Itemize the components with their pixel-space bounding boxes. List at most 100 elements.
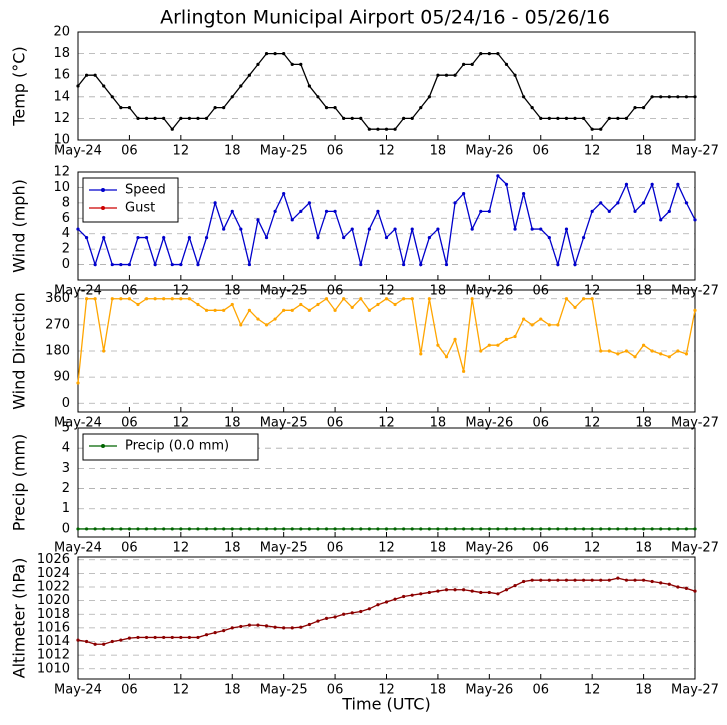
data-point bbox=[93, 642, 97, 646]
data-point bbox=[162, 635, 166, 640]
data-point bbox=[264, 527, 269, 531]
x-tick-label: 12 bbox=[584, 683, 601, 698]
data-point bbox=[170, 127, 174, 131]
data-point bbox=[573, 116, 577, 120]
data-point bbox=[247, 623, 251, 627]
x-tick-label: 06 bbox=[121, 284, 138, 299]
y-axis-label: Altimeter (hPa) bbox=[10, 558, 29, 679]
data-point bbox=[187, 116, 192, 120]
data-point bbox=[170, 527, 174, 531]
data-point bbox=[427, 297, 431, 301]
data-point bbox=[307, 308, 311, 312]
x-tick-label: 06 bbox=[327, 284, 344, 299]
y-tick-label: 0 bbox=[62, 396, 70, 411]
plot-frame bbox=[77, 171, 696, 281]
data-point bbox=[470, 227, 474, 231]
data-point bbox=[496, 592, 500, 596]
data-point bbox=[282, 52, 286, 56]
data-point bbox=[539, 317, 543, 321]
y-tick-label: 1016 bbox=[37, 620, 70, 635]
data-point bbox=[616, 116, 620, 120]
x-tick-label: May-25 bbox=[260, 683, 308, 698]
data-point bbox=[487, 527, 491, 531]
data-point bbox=[616, 352, 620, 356]
y-axis-label: Precip (mm) bbox=[10, 434, 29, 532]
data-point bbox=[196, 302, 200, 307]
data-point bbox=[342, 297, 346, 301]
data-point bbox=[616, 201, 620, 205]
y-tick-label: 90 bbox=[53, 370, 70, 385]
x-tick-label: 18 bbox=[430, 541, 447, 556]
data-point bbox=[376, 527, 380, 531]
data-point bbox=[547, 323, 551, 327]
data-point bbox=[119, 297, 123, 301]
data-point bbox=[624, 349, 629, 353]
data-point bbox=[659, 352, 663, 356]
data-point bbox=[307, 622, 311, 627]
x-tick-label: 12 bbox=[378, 144, 395, 159]
data-point bbox=[522, 527, 526, 531]
legend-marker bbox=[101, 444, 105, 448]
data-point bbox=[136, 235, 140, 240]
data-point bbox=[213, 527, 217, 531]
data-point bbox=[496, 343, 500, 347]
y-tick-label: 12 bbox=[53, 165, 70, 180]
data-point bbox=[410, 227, 414, 231]
legend-marker bbox=[101, 206, 105, 210]
data-point bbox=[230, 626, 234, 630]
data-point bbox=[444, 527, 449, 531]
x-tick-label: 18 bbox=[635, 683, 652, 698]
data-point bbox=[419, 592, 423, 596]
data-point bbox=[410, 116, 414, 120]
data-point bbox=[170, 635, 174, 640]
data-point bbox=[624, 527, 629, 531]
data-point bbox=[76, 84, 80, 88]
data-point bbox=[299, 625, 303, 629]
x-tick-label: 12 bbox=[173, 144, 190, 159]
x-tick-label: 18 bbox=[635, 541, 652, 556]
y-tick-label: 14 bbox=[53, 89, 70, 104]
data-point bbox=[393, 527, 397, 531]
data-point bbox=[496, 527, 500, 531]
data-point bbox=[324, 209, 329, 213]
chart-title: Arlington Municipal Airport 05/24/16 - 0… bbox=[160, 7, 610, 29]
data-point bbox=[307, 201, 311, 205]
data-point bbox=[581, 297, 586, 301]
data-point bbox=[616, 576, 620, 580]
data-point bbox=[650, 579, 654, 584]
data-point bbox=[607, 349, 611, 353]
data-point bbox=[530, 323, 534, 327]
data-point bbox=[307, 84, 311, 88]
data-point bbox=[462, 369, 466, 373]
data-point bbox=[556, 262, 560, 267]
data-point bbox=[676, 182, 680, 186]
data-point bbox=[641, 106, 646, 110]
data-point bbox=[324, 297, 329, 301]
data-point bbox=[487, 343, 491, 347]
data-point bbox=[573, 578, 577, 582]
data-point bbox=[607, 527, 611, 531]
data-point bbox=[256, 623, 260, 627]
data-point bbox=[324, 527, 329, 531]
data-point bbox=[273, 625, 277, 629]
data-point bbox=[522, 317, 526, 321]
data-point bbox=[479, 349, 483, 353]
legend-box bbox=[82, 177, 179, 223]
series-line bbox=[77, 297, 696, 384]
data-point bbox=[333, 209, 337, 213]
data-point bbox=[264, 235, 269, 240]
data-point bbox=[256, 62, 260, 66]
y-axis-label: Wind (mph) bbox=[10, 179, 29, 273]
data-point bbox=[513, 334, 517, 339]
data-point bbox=[522, 579, 526, 584]
data-point bbox=[402, 594, 406, 599]
x-tick-label: May-26 bbox=[465, 416, 513, 431]
data-point bbox=[299, 302, 303, 307]
data-point bbox=[136, 116, 140, 120]
data-point bbox=[213, 201, 217, 205]
data-point bbox=[282, 192, 286, 196]
plot-frame bbox=[77, 31, 696, 141]
data-point bbox=[162, 297, 166, 301]
data-point bbox=[393, 302, 397, 307]
data-point bbox=[204, 116, 209, 120]
